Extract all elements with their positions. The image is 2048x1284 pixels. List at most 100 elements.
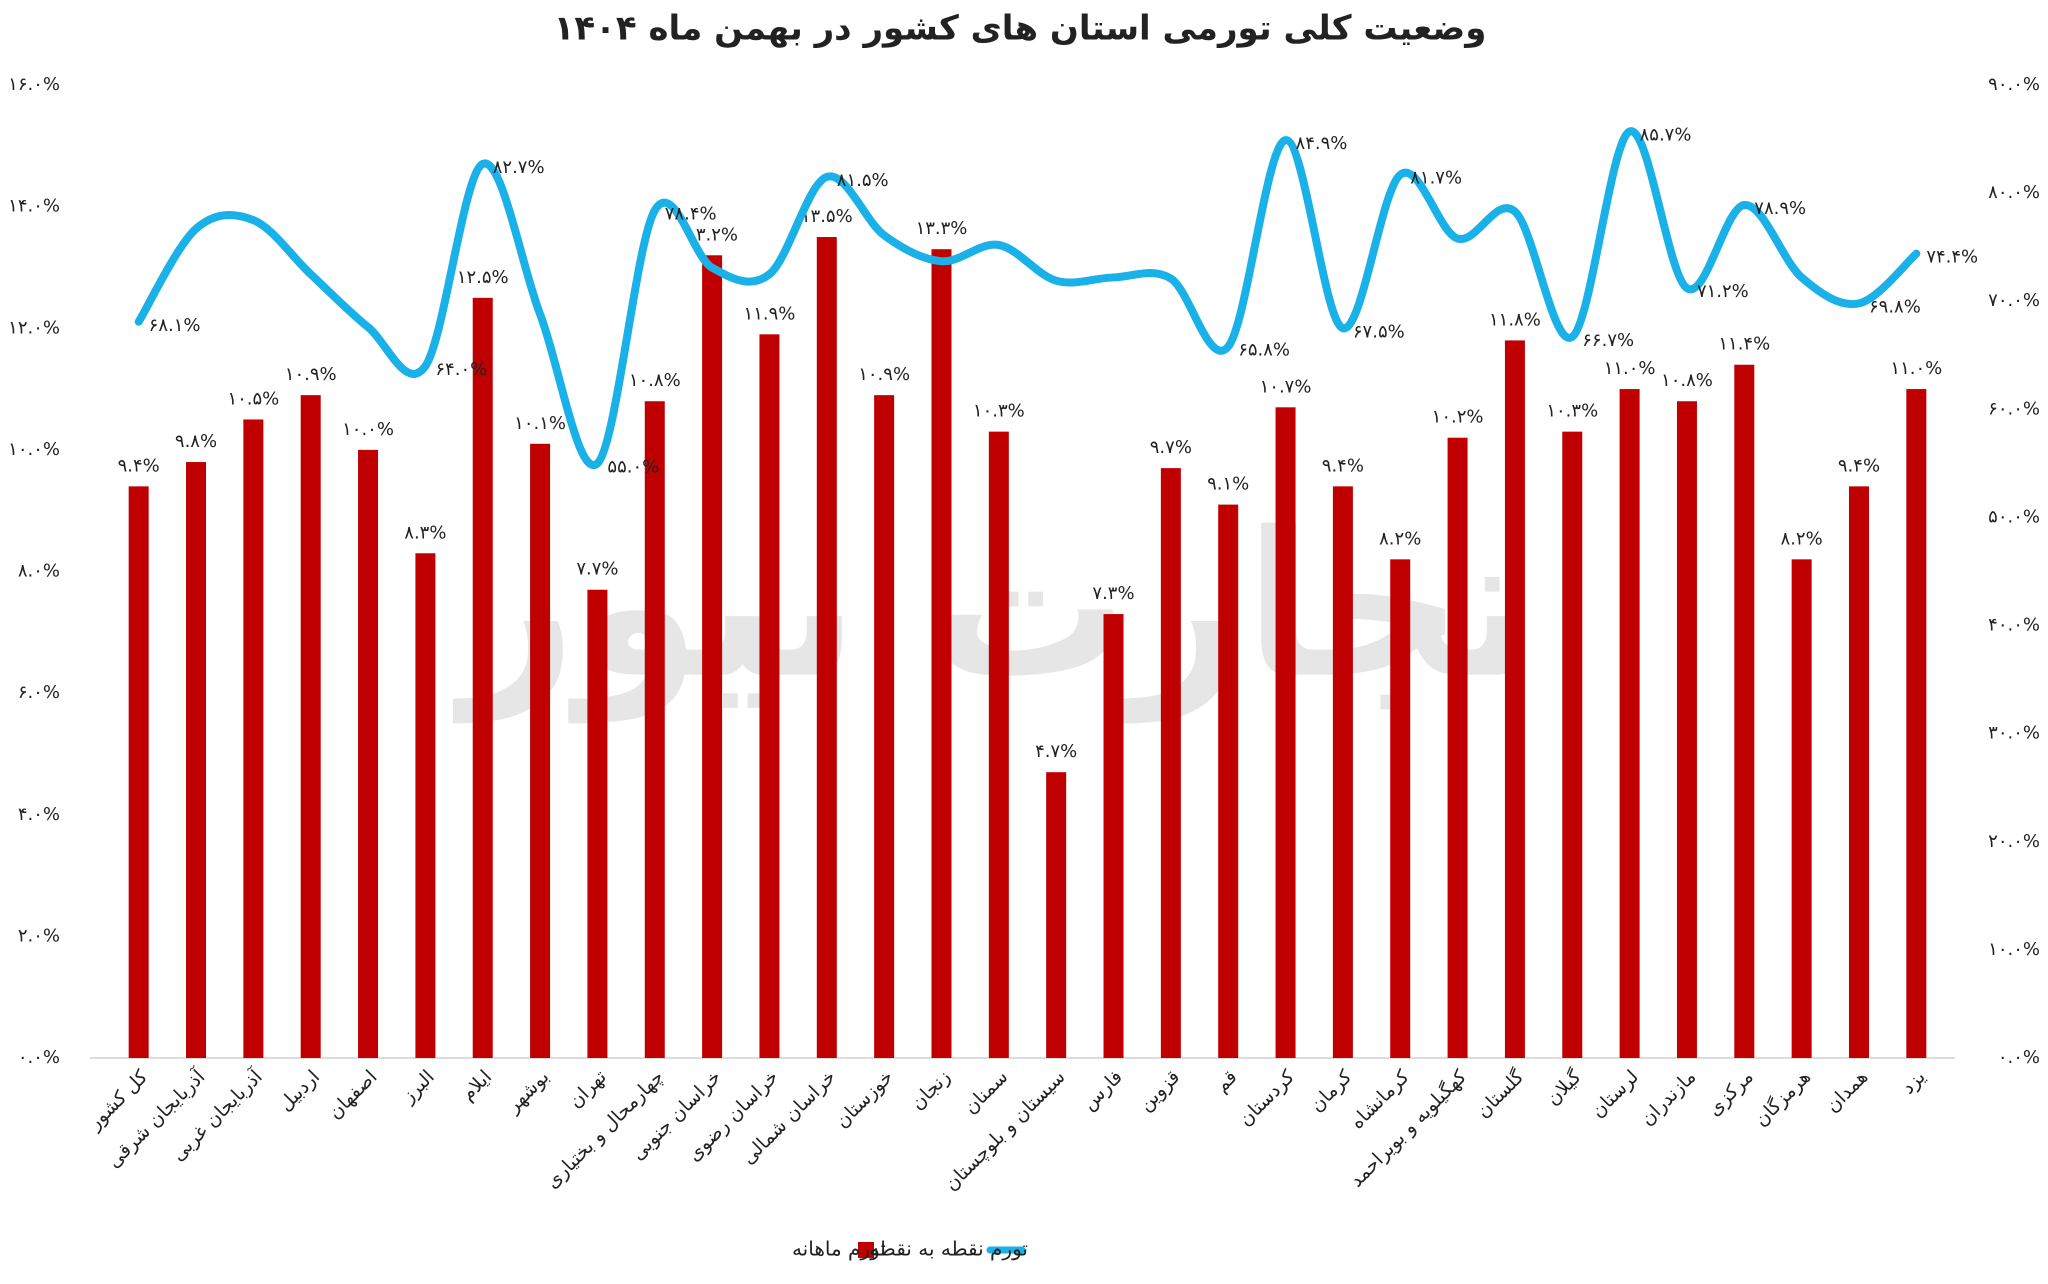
bar	[1275, 407, 1296, 1058]
bar	[931, 249, 952, 1059]
y2-tick-label: ۴۰.۰%	[1988, 615, 2040, 636]
bar	[1218, 504, 1239, 1058]
bar-value-label: ۱۰.۰%	[342, 419, 394, 440]
y-tick-label: ۱۰.۰%	[8, 439, 60, 460]
x-tick-label: کردستان	[1234, 1065, 1299, 1130]
x-tick-label: مازندران	[1636, 1066, 1700, 1130]
bar	[1160, 468, 1181, 1058]
bar	[1906, 389, 1927, 1058]
line-value-label: ۷۸.۴%	[665, 203, 717, 224]
y2-tick-label: ۷۰.۰%	[1988, 290, 2040, 311]
y2-tick-label: ۹۰.۰%	[1988, 74, 2040, 95]
bar-value-label: ۱۳.۵%	[801, 206, 853, 227]
bar	[1504, 340, 1525, 1059]
bar-value-label: ۱۰.۳%	[1546, 401, 1598, 422]
line-value-label: ۶۹.۸%	[1869, 296, 1921, 317]
bar-value-label: ۸.۲%	[1379, 528, 1421, 549]
y-tick-label: ۱۲.۰%	[8, 317, 60, 338]
bar	[186, 462, 207, 1059]
bar-value-label: ۱۲.۵%	[457, 267, 509, 288]
bar-value-label: ۴.۷%	[1035, 741, 1077, 762]
x-tick-label: اردبیل	[274, 1066, 324, 1116]
bar-value-label: ۱۱.۴%	[1718, 334, 1770, 355]
x-tick-label: قم	[1211, 1066, 1242, 1097]
y2-tick-label: ۰.۰%	[1998, 1047, 2040, 1068]
bar-value-label: ۱۰.۹%	[858, 364, 910, 385]
bar	[644, 401, 665, 1059]
bar	[358, 449, 379, 1058]
bar-value-label: ۱۰.۸%	[629, 370, 681, 391]
legend-label: تورم ماهانه	[792, 1237, 886, 1261]
y2-tick-label: ۱۰.۰%	[1988, 939, 2040, 960]
x-tick-label: سمنان	[960, 1066, 1013, 1119]
x-tick-label: گیلان	[1541, 1064, 1586, 1109]
line-value-label: ۶۶.۷%	[1582, 330, 1634, 351]
bar-value-label: ۷.۳%	[1092, 583, 1134, 604]
bar	[988, 431, 1009, 1059]
bar	[587, 589, 608, 1058]
bar-value-label: ۱۱.۹%	[744, 303, 796, 324]
bar	[472, 297, 493, 1058]
y-tick-label: ۱۴.۰%	[8, 196, 60, 217]
y2-tick-label: ۸۰.۰%	[1988, 182, 2040, 203]
bar-value-label: ۱۰.۲%	[1432, 407, 1484, 428]
bar	[1734, 364, 1755, 1058]
line-value-label: ۸۵.۷%	[1640, 124, 1692, 145]
line-value-label: ۶۷.۵%	[1353, 321, 1405, 342]
y-tick-label: ۱۶.۰%	[8, 74, 60, 95]
line-value-label: ۵۵.۰%	[607, 456, 659, 477]
bar-value-label: ۹.۴%	[118, 455, 160, 476]
chart-title: وضعیت کلی تورمی استان های کشور در بهمن م…	[554, 9, 1487, 49]
x-tick-label: همدان	[1821, 1066, 1872, 1117]
bar	[1046, 772, 1067, 1058]
y2-tick-label: ۳۰.۰%	[1988, 723, 2040, 744]
line	[134, 127, 1921, 470]
bar-value-label: ۱۰.۹%	[285, 364, 337, 385]
y-tick-label: ۶.۰%	[18, 682, 60, 703]
bar	[874, 395, 895, 1058]
line-value-label: ۷۸.۹%	[1754, 198, 1806, 219]
bar-value-label: ۱۰.۵%	[227, 388, 279, 409]
x-tick-label: مرکزی	[1703, 1066, 1757, 1120]
y-tick-label: ۰.۰%	[18, 1047, 60, 1068]
bar-value-label: ۱۰.۷%	[1260, 376, 1312, 397]
bar-value-label: ۱۰.۳%	[973, 401, 1025, 422]
y-tick-label: ۴.۰%	[18, 804, 60, 825]
bar	[128, 486, 149, 1058]
bar-value-label: ۱۰.۸%	[1661, 370, 1713, 391]
y2-tick-label: ۶۰.۰%	[1988, 398, 2040, 419]
bar-value-label: ۹.۴%	[1322, 455, 1364, 476]
x-tick-label: اصفهان	[324, 1066, 382, 1124]
bar	[1791, 559, 1812, 1058]
bar-value-label: ۹.۸%	[175, 431, 217, 452]
y2-tick-label: ۵۰.۰%	[1988, 506, 2040, 527]
line-value-label: ۸۴.۹%	[1296, 133, 1348, 154]
line-value-label: ۶۸.۱%	[149, 315, 201, 336]
bar-value-label: ۸.۲%	[1781, 528, 1823, 549]
x-tick-label: فارس	[1078, 1066, 1127, 1115]
x-tick-label: یزد	[1897, 1066, 1930, 1099]
y-tick-label: ۸.۰%	[18, 561, 60, 582]
legend-swatch	[858, 1242, 874, 1258]
bar	[816, 237, 837, 1058]
bar	[1390, 559, 1411, 1058]
bar	[1562, 431, 1583, 1059]
bar	[1848, 486, 1869, 1058]
bar-value-label: ۱۱.۰%	[1890, 358, 1942, 379]
line-value-label: ۷۴.۴%	[1926, 247, 1978, 268]
x-tick-label: زنجان	[906, 1066, 954, 1114]
y-tick-label: ۲.۰%	[18, 925, 60, 946]
x-tick-label: ایلام	[457, 1066, 496, 1105]
line-value-label: ۸۱.۵%	[837, 170, 889, 191]
line-value-label: ۶۵.۸%	[1238, 340, 1290, 361]
bar-value-label: ۱۳.۲%	[686, 224, 738, 245]
x-tick-label: خوزستان	[831, 1066, 898, 1133]
bar-value-label: ۸.۳%	[404, 522, 446, 543]
bar	[530, 443, 551, 1058]
bar	[1676, 401, 1697, 1059]
bar	[300, 395, 321, 1058]
bar	[759, 334, 780, 1058]
x-tick-label: بوشهر	[502, 1066, 554, 1118]
bar	[1332, 486, 1353, 1058]
